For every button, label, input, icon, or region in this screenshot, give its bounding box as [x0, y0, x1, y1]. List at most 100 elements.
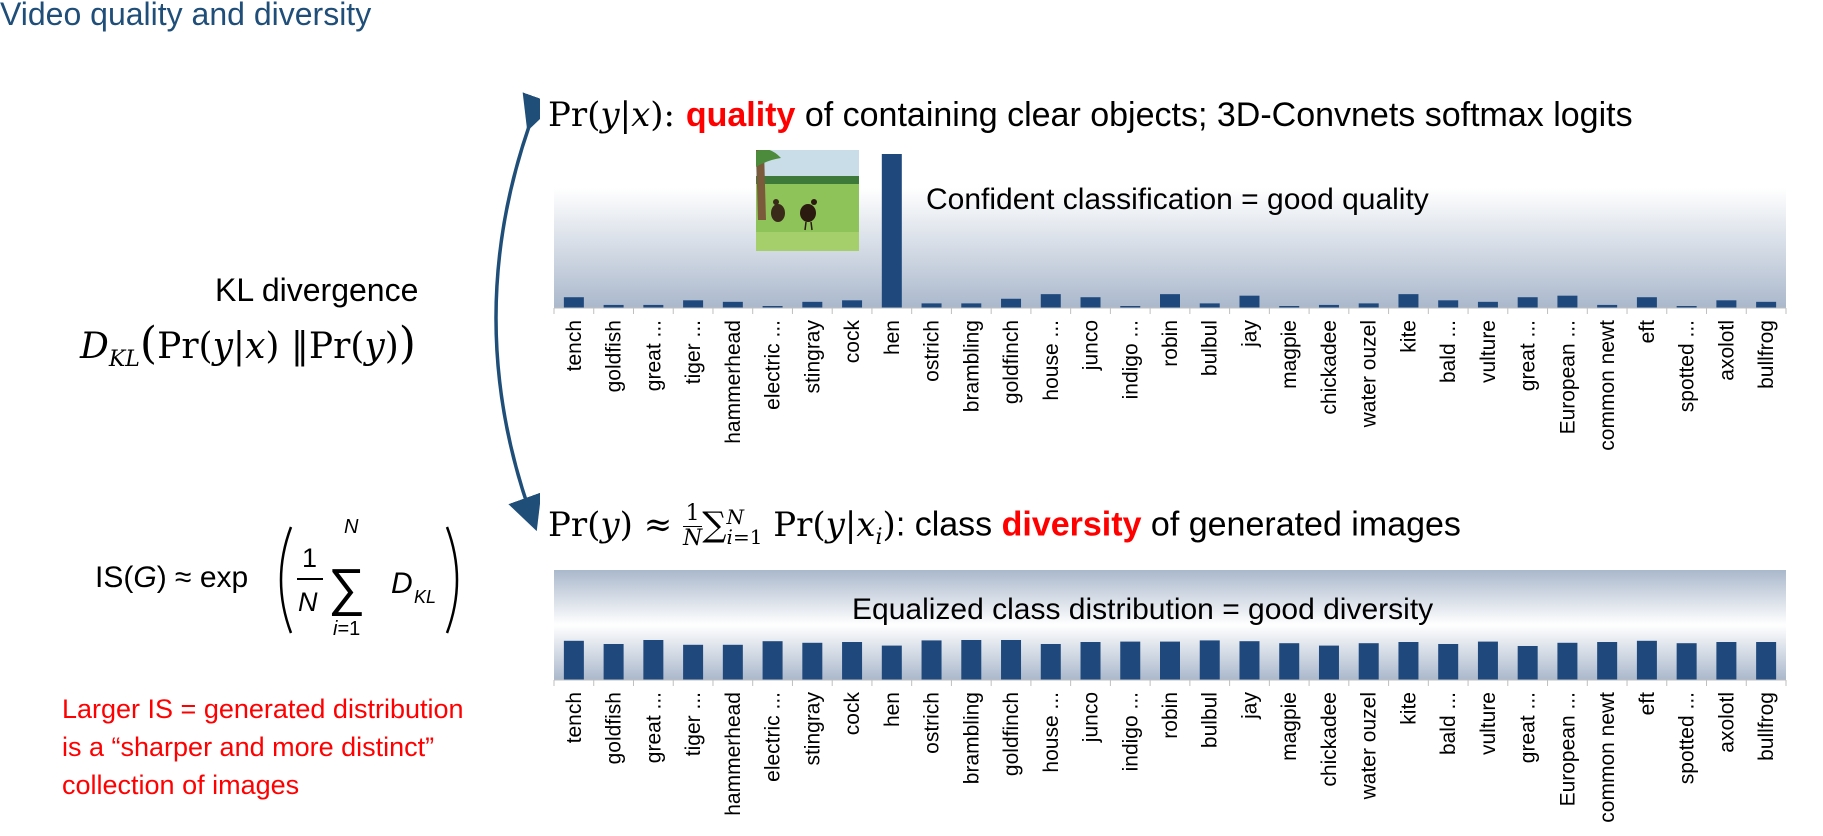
bar-15 [1160, 294, 1180, 308]
bar-21 [1398, 294, 1419, 308]
bar-30 [1756, 642, 1777, 680]
bar-8 [881, 645, 902, 680]
x-tick-label: eft [1636, 692, 1659, 716]
bar-30 [1756, 301, 1777, 308]
bar-1 [603, 644, 624, 680]
x-tick-label: eft [1636, 320, 1659, 344]
bar-9 [921, 303, 942, 308]
bar-19 [1318, 645, 1339, 680]
bar-22 [1438, 644, 1459, 680]
bar-4 [722, 644, 743, 680]
is-note-line-3: collection of images [62, 770, 300, 800]
bar-13 [1080, 642, 1101, 680]
bar-17 [1239, 641, 1260, 680]
x-tick-label: kite [1397, 320, 1420, 353]
bar-26 [1597, 304, 1618, 308]
x-tick-label: magpie [1278, 692, 1301, 761]
bar-14 [1120, 306, 1141, 308]
x-tick-label: junco [1080, 320, 1103, 371]
x-tick-label: bulbul [1199, 320, 1222, 376]
bar-12 [1040, 644, 1061, 680]
x-tick-label: goldfinch [1000, 320, 1023, 404]
bar-15 [1160, 641, 1180, 680]
bar-29 [1716, 300, 1737, 308]
bar-24 [1517, 297, 1538, 308]
x-tick-label: spotted ... [1676, 692, 1699, 784]
is-formula: IS(G) ≈ exp 1 N ∑ N i=1 D KL [95, 516, 459, 640]
x-tick-label: hammerhead [722, 320, 745, 444]
x-tick-label: water ouzel [1358, 692, 1381, 800]
x-tick-label: stingray [801, 692, 824, 766]
bar-5 [762, 306, 783, 308]
x-tick-label: ostrich [921, 692, 944, 754]
bar-2 [643, 304, 664, 308]
top-heading-math: Pr(y|x): [548, 95, 686, 135]
bar-28 [1676, 643, 1697, 680]
x-tick-label: axolotl [1715, 320, 1738, 381]
x-tick-label: tench [563, 320, 586, 371]
top-heading: Pr(y|x): quality of containing clear obj… [548, 95, 1633, 135]
x-tick-label: stingray [801, 320, 824, 394]
x-tick-label: jay [1238, 692, 1261, 720]
x-tick-label: cock [841, 320, 864, 364]
x-tick-label: bullfrog [1755, 320, 1778, 389]
x-tick-label: house ... [1040, 320, 1063, 401]
bar-26 [1597, 642, 1618, 680]
svg-text:D: D [391, 567, 413, 600]
top-heading-rest: of containing clear objects; 3D-Convnets… [795, 96, 1633, 134]
bar-12 [1040, 294, 1061, 308]
x-tick-label: electric ... [762, 320, 785, 410]
x-tick-label: tench [563, 692, 586, 743]
bar-19 [1318, 304, 1339, 308]
bar-11 [1001, 298, 1022, 308]
bar-0 [563, 297, 584, 308]
svg-text:N: N [298, 587, 318, 617]
bar-7 [842, 642, 863, 680]
bar-6 [802, 301, 823, 308]
double-arrow-icon [494, 92, 540, 532]
bar-16 [1199, 303, 1220, 308]
x-tick-label: water ouzel [1358, 320, 1381, 428]
x-tick-label: bullfrog [1755, 692, 1778, 761]
x-tick-label: magpie [1278, 320, 1301, 389]
bar-17 [1239, 295, 1260, 308]
svg-text:KL: KL [414, 587, 436, 607]
bar-24 [1517, 646, 1538, 680]
bar-16 [1199, 640, 1220, 680]
bar-20 [1358, 303, 1379, 308]
x-tick-label: kite [1397, 692, 1420, 725]
diversity-bar-chart: tench goldfish great ... tiger ... hammerhea… [553, 570, 1787, 823]
x-tick-label: indigo ... [1119, 692, 1142, 771]
svg-text:N: N [344, 516, 359, 538]
bar-13 [1080, 297, 1101, 308]
x-tick-label: common newt [1596, 692, 1619, 823]
bar-0 [563, 640, 584, 680]
x-tick-label: ostrich [921, 320, 944, 382]
x-tick-label: great ... [1517, 692, 1540, 763]
x-tick-label: junco [1080, 692, 1103, 743]
bar-5 [762, 641, 783, 680]
x-tick-label: jay [1238, 320, 1261, 348]
x-tick-label: European ... [1556, 320, 1579, 434]
quality-bar-chart: tench goldfish great ... tiger ... hammerhea… [553, 154, 1787, 451]
is-note: Larger IS = generated distribution is a … [62, 690, 464, 804]
x-tick-label: robin [1159, 320, 1182, 367]
x-tick-label: axolotl [1715, 692, 1738, 753]
bar-8 [881, 154, 902, 308]
x-tick-label: hammerhead [722, 692, 745, 816]
x-tick-label: tiger ... [682, 320, 705, 384]
x-tick-label: tiger ... [682, 692, 705, 756]
x-tick-label: common newt [1596, 320, 1619, 451]
x-tick-label: great ... [642, 320, 665, 391]
bar-27 [1636, 640, 1657, 680]
slide-title: Video quality and diversity [0, 0, 372, 32]
bar-29 [1716, 642, 1737, 680]
x-tick-label: robin [1159, 692, 1182, 739]
bottom-heading-rest: : class [895, 505, 1002, 544]
bar-4 [722, 301, 743, 308]
bar-7 [842, 300, 863, 308]
x-tick-label: chickadee [1318, 320, 1341, 415]
x-tick-label: European ... [1556, 692, 1579, 806]
bar-21 [1398, 642, 1419, 680]
